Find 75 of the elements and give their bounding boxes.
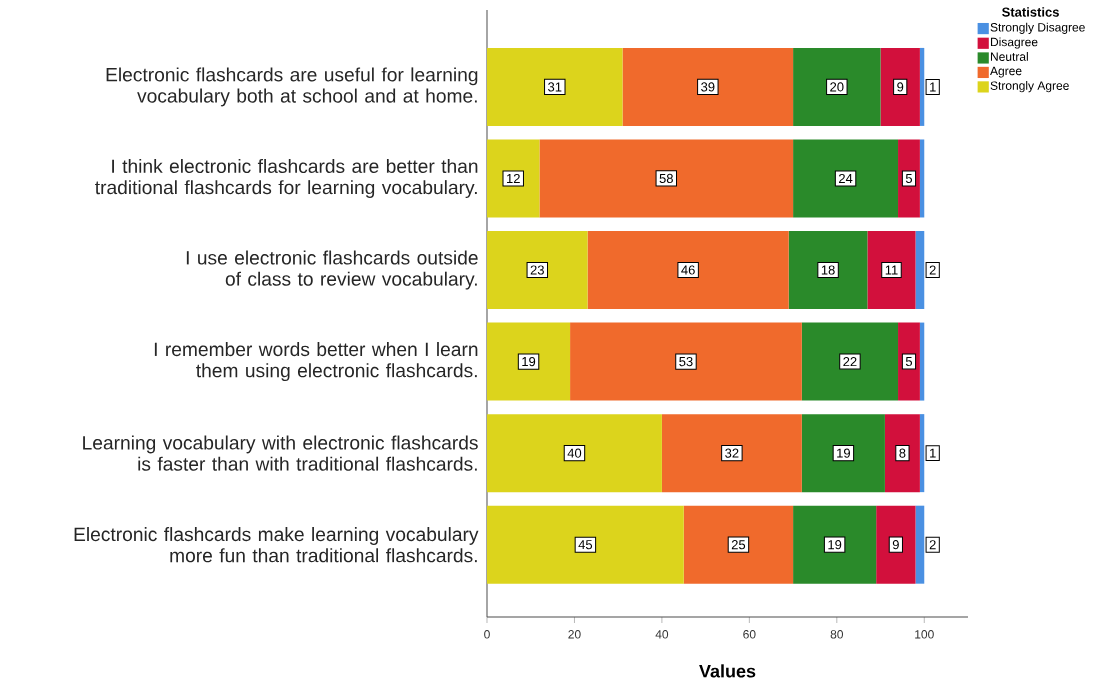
- data-label: 39: [701, 82, 715, 92]
- bar: [880, 47, 920, 126]
- bar: [487, 414, 662, 493]
- data-label: 9: [892, 540, 899, 550]
- y-tick-label: Learning vocabulary with electronic flashcards is faster than with traditional flashcards.: [83, 435, 478, 471]
- x-axis-title: Values: [699, 664, 756, 678]
- y-tick-label: Electronic flashcards make learning vocabulary more fun than traditional flashcards.: [74, 527, 479, 563]
- x-tick-label: 100: [915, 630, 934, 639]
- data-label: 25: [731, 540, 746, 550]
- x-tick-label: 60: [743, 630, 756, 639]
- bar: [570, 322, 802, 401]
- data-label: 12: [507, 173, 520, 183]
- data-label: 1: [930, 448, 936, 458]
- x-tick-label: 40: [655, 630, 669, 639]
- data-label: 1: [930, 82, 936, 92]
- bar: [622, 47, 794, 126]
- data-label: 2: [929, 265, 936, 275]
- bar: [661, 414, 802, 493]
- legend-label: Strongly Disagree: [990, 22, 1085, 34]
- data-label: 5: [905, 173, 913, 183]
- bar: [487, 47, 623, 126]
- bar: [884, 414, 920, 493]
- bar: [487, 231, 588, 310]
- bar: [487, 322, 571, 401]
- bar: [788, 231, 868, 310]
- data-label: 8: [899, 448, 906, 458]
- data-label: 19: [828, 540, 842, 550]
- bar: [876, 505, 916, 584]
- bar: [919, 414, 925, 493]
- data-label: 19: [522, 356, 536, 367]
- bar: [867, 231, 916, 310]
- data-label: 9: [897, 82, 904, 92]
- legend-label: Strongly Agree: [990, 81, 1069, 93]
- bar: [919, 322, 925, 401]
- bar: [915, 505, 925, 584]
- data-label: 58: [659, 173, 673, 184]
- bar: [487, 139, 540, 218]
- bar: [919, 139, 925, 218]
- bar: [919, 47, 925, 126]
- data-label: 18: [821, 265, 835, 275]
- data-label: 31: [548, 82, 562, 92]
- data-label: 40: [567, 448, 582, 458]
- data-label: 2: [929, 540, 936, 550]
- data-label: 24: [839, 173, 853, 183]
- bar: [539, 139, 794, 218]
- data-label: 53: [679, 356, 693, 367]
- y-tick-label: Electronic flashcards are useful for learning vocabulary both at school and at home.: [106, 67, 478, 107]
- legend-label: Disagree: [990, 37, 1038, 49]
- bar: [793, 505, 877, 584]
- bar: [487, 505, 684, 584]
- y-tick-label: I think electronic flashcards are better than traditional flashcards for learning vocabulary.: [95, 158, 478, 199]
- data-label: 22: [843, 357, 857, 367]
- legend-label: Neutral: [990, 52, 1028, 61]
- data-label: 11: [885, 265, 898, 275]
- data-label: 45: [578, 540, 593, 550]
- bar: [587, 231, 789, 310]
- bar: [915, 231, 925, 310]
- bar: [793, 47, 881, 126]
- data-label: 46: [681, 265, 695, 275]
- data-label: 32: [725, 448, 739, 458]
- data-label: 19: [837, 448, 850, 458]
- y-tick-label: I use electronic flashcards outside of class to review vocabulary.: [186, 250, 478, 290]
- x-tick-label: 0: [484, 630, 490, 639]
- data-label: 5: [905, 357, 913, 367]
- data-label: 20: [830, 82, 844, 92]
- bar: [793, 139, 899, 218]
- y-tick-label: I remember words better when I learn them using electronic flashcards.: [154, 342, 478, 382]
- x-tick-label: 80: [830, 630, 844, 639]
- legend-label: Agree: [990, 66, 1022, 78]
- legend-title: Statistics: [1002, 7, 1059, 17]
- bar: [801, 322, 899, 401]
- bar: [801, 414, 885, 493]
- bar: [683, 505, 794, 584]
- x-tick-label: 20: [568, 630, 581, 639]
- data-label: 23: [530, 265, 544, 275]
